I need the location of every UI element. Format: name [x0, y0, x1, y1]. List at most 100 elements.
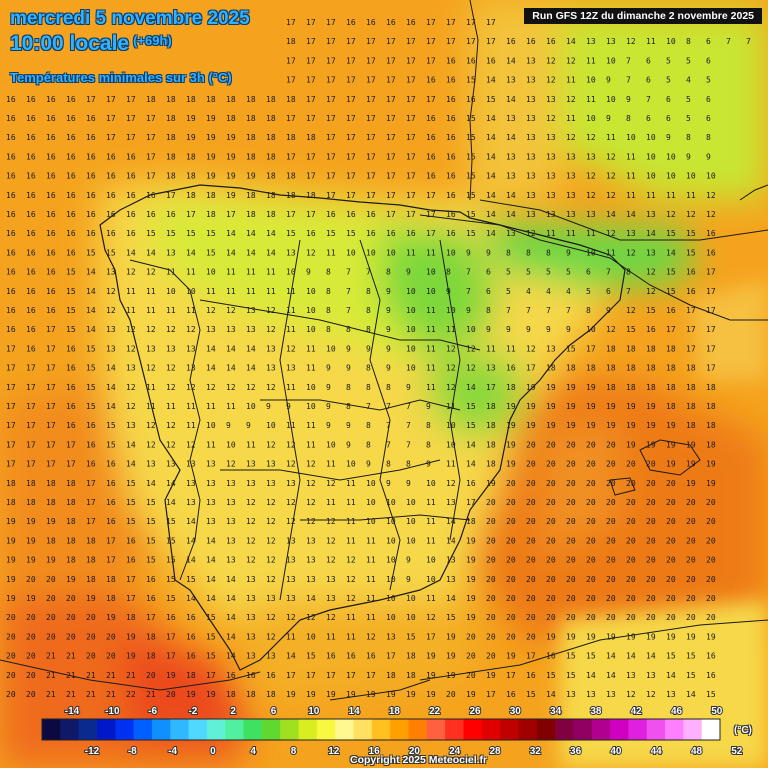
grid-value: 16: [486, 56, 496, 65]
grid-value: 12: [186, 325, 196, 334]
grid-value: 16: [46, 210, 56, 219]
grid-value: 12: [606, 229, 616, 238]
grid-value: 20: [566, 556, 576, 565]
legend-swatch: [225, 719, 244, 740]
grid-value: 20: [566, 440, 576, 449]
grid-value: 19: [706, 460, 716, 469]
grid-value: 9: [466, 248, 471, 257]
grid-value: 16: [126, 229, 136, 238]
grid-value: 18: [106, 594, 116, 603]
grid-value: 16: [46, 306, 56, 315]
legend-bottom-label: -4: [168, 746, 177, 757]
grid-value: 7: [626, 56, 631, 65]
grid-value: 17: [26, 364, 36, 373]
grid-value: 15: [286, 229, 296, 238]
grid-value: 20: [486, 594, 496, 603]
grid-value: 16: [46, 191, 56, 200]
grid-value: 16: [526, 671, 536, 680]
grid-value: 18: [6, 479, 16, 488]
grid-value: 15: [546, 671, 556, 680]
grid-value: 13: [546, 210, 556, 219]
legend-swatch: [610, 719, 629, 740]
grid-value: 17: [86, 498, 96, 507]
grid-value: 20: [606, 594, 616, 603]
grid-value: 17: [346, 76, 356, 85]
grid-value: 19: [486, 671, 496, 680]
grid-value: 12: [166, 325, 176, 334]
grid-value: 17: [326, 18, 336, 27]
legend-bottom-label: 36: [570, 746, 582, 757]
grid-value: 7: [406, 402, 411, 411]
grid-value: 9: [666, 133, 671, 142]
grid-value: 16: [146, 191, 156, 200]
grid-value: 19: [6, 517, 16, 526]
grid-value: 19: [46, 556, 56, 565]
grid-value: 12: [146, 421, 156, 430]
grid-value: 7: [346, 306, 351, 315]
legend-top-label: 14: [349, 706, 361, 717]
grid-value: 17: [46, 460, 56, 469]
grid-value: 20: [486, 613, 496, 622]
grid-value: 17: [346, 191, 356, 200]
grid-value: 19: [666, 632, 676, 641]
grid-value: 20: [646, 556, 656, 565]
grid-value: 13: [246, 306, 256, 315]
grid-value: 16: [26, 229, 36, 238]
grid-value: 14: [226, 575, 236, 584]
grid-value: 20: [606, 479, 616, 488]
grid-value: 16: [26, 172, 36, 181]
grid-value: 13: [526, 95, 536, 104]
grid-value: 10: [346, 248, 356, 257]
grid-value: 10: [466, 325, 476, 334]
grid-value: 16: [46, 248, 56, 257]
grid-value: 13: [106, 268, 116, 277]
grid-value: 11: [426, 325, 436, 334]
grid-value: 8: [326, 306, 331, 315]
grid-value: 19: [646, 632, 656, 641]
grid-value: 16: [446, 229, 456, 238]
grid-value: 16: [106, 210, 116, 219]
grid-value: 16: [6, 287, 16, 296]
grid-value: 17: [166, 632, 176, 641]
grid-value: 13: [286, 364, 296, 373]
grid-value: 17: [346, 114, 356, 123]
grid-value: 12: [646, 287, 656, 296]
grid-value: 13: [186, 364, 196, 373]
grid-value: 19: [186, 133, 196, 142]
grid-value: 18: [606, 344, 616, 353]
grid-value: 18: [186, 191, 196, 200]
grid-value: 6: [606, 287, 611, 296]
grid-value: 16: [6, 114, 16, 123]
grid-value: 6: [706, 56, 711, 65]
grid-value: 7: [386, 440, 391, 449]
grid-value: 13: [226, 325, 236, 334]
grid-value: 18: [266, 690, 276, 699]
grid-value: 16: [126, 210, 136, 219]
grid-value: 8: [546, 248, 551, 257]
grid-value: 16: [46, 152, 56, 161]
grid-value: 16: [126, 152, 136, 161]
grid-value: 4: [686, 76, 691, 85]
grid-value: 16: [6, 306, 16, 315]
grid-value: 17: [386, 114, 396, 123]
grid-value: 15: [66, 306, 76, 315]
grid-value: 20: [46, 632, 56, 641]
grid-value: 15: [566, 344, 576, 353]
grid-value: 10: [606, 56, 616, 65]
grid-value: 18: [26, 479, 36, 488]
grid-value: 16: [66, 95, 76, 104]
grid-value: 15: [626, 325, 636, 334]
grid-value: 19: [246, 172, 256, 181]
grid-value: 18: [706, 440, 716, 449]
grid-value: 11: [166, 268, 176, 277]
grid-value: 12: [286, 460, 296, 469]
grid-value: 18: [466, 517, 476, 526]
grid-value: 10: [386, 536, 396, 545]
grid-value: 6: [706, 95, 711, 104]
grid-value: 13: [246, 575, 256, 584]
grid-value: 16: [646, 325, 656, 334]
grid-value: 6: [666, 114, 671, 123]
grid-value: 19: [446, 652, 456, 661]
grid-value: 13: [246, 652, 256, 661]
grid-value: 20: [586, 536, 596, 545]
